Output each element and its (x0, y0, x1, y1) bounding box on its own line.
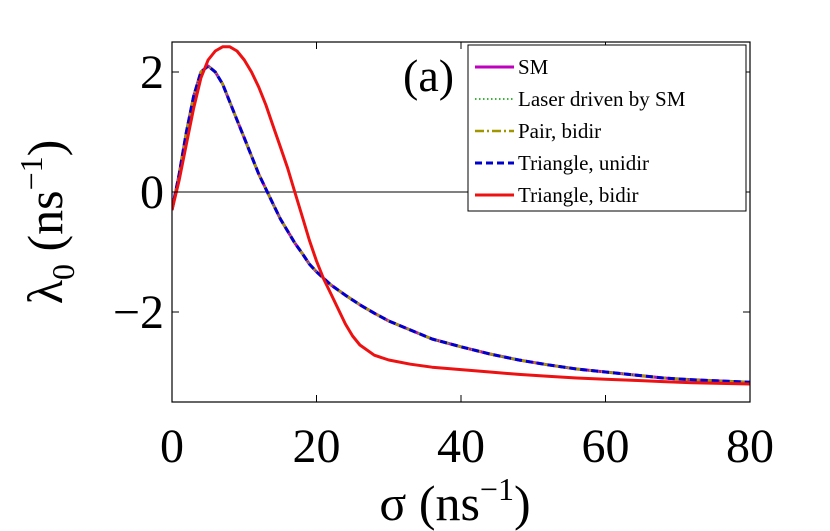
legend-label-2: Laser driven by SM (518, 87, 686, 111)
tick-layer: 0 20 40 60 80 −2 0 2 (113, 42, 774, 473)
legend: SM Laser driven by SM Pair, bidir Triangle,… (467, 44, 747, 212)
series-line-5 (172, 45, 750, 386)
y-axis-title-sup: −1 (13, 156, 49, 190)
y-axis-title-rest: (ns (17, 190, 73, 264)
legend-label-1: SM (518, 55, 549, 79)
y-axis-title-close: ) (17, 140, 73, 157)
y-tick-label: −2 (113, 286, 164, 339)
series-line-2 (172, 65, 750, 384)
legend-label-5: Triangle, bidir (518, 183, 639, 207)
x-axis-title: σ (ns−1) (379, 471, 530, 531)
x-tick-label: 20 (293, 420, 341, 473)
legend-label-4: Triangle, unidir (518, 151, 649, 175)
x-axis-title-main: σ (ns (379, 475, 480, 531)
y-axis-title: λ0 (ns−1) (13, 140, 81, 305)
series-line-4 (172, 64, 750, 384)
y-tick-label: 2 (140, 46, 164, 99)
y-tick-label: 0 (140, 166, 164, 219)
x-axis-title-sup: −1 (480, 471, 514, 507)
series-layer (172, 45, 750, 386)
panel-label: (a) (403, 50, 454, 101)
legend-label-3: Pair, bidir (518, 119, 601, 143)
y-axis-title-sub: 0 (45, 264, 81, 280)
x-tick-label: 0 (160, 420, 184, 473)
x-tick-label: 80 (726, 420, 774, 473)
legend-items: SM Laser driven by SM Pair, bidir Triangle,… (475, 55, 686, 207)
x-tick-label: 60 (582, 420, 630, 473)
legend-box (467, 44, 747, 212)
x-axis-title-close: ) (514, 475, 531, 531)
y-axis-title-main: λ (17, 280, 73, 304)
x-tick-label: 40 (437, 420, 485, 473)
